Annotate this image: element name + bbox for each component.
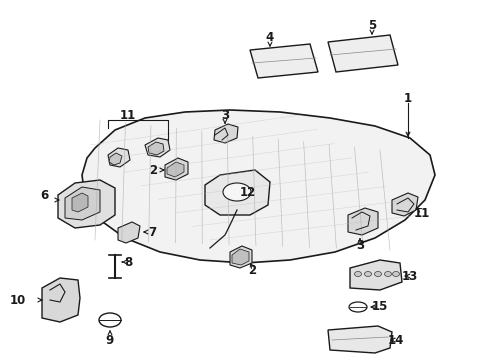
Polygon shape bbox=[72, 193, 88, 212]
Polygon shape bbox=[231, 249, 248, 265]
Text: 8: 8 bbox=[123, 256, 132, 269]
Polygon shape bbox=[109, 153, 122, 165]
Polygon shape bbox=[204, 170, 269, 215]
Polygon shape bbox=[42, 278, 80, 322]
Text: 2: 2 bbox=[247, 264, 256, 276]
Polygon shape bbox=[118, 222, 140, 243]
Ellipse shape bbox=[374, 271, 381, 276]
Polygon shape bbox=[214, 124, 238, 143]
Polygon shape bbox=[327, 326, 391, 353]
Polygon shape bbox=[164, 158, 187, 180]
Polygon shape bbox=[327, 35, 397, 72]
Polygon shape bbox=[249, 44, 317, 78]
Polygon shape bbox=[347, 208, 377, 235]
Text: 15: 15 bbox=[371, 301, 387, 314]
Text: 14: 14 bbox=[387, 333, 404, 346]
Polygon shape bbox=[145, 138, 170, 157]
Polygon shape bbox=[58, 180, 115, 228]
Polygon shape bbox=[148, 142, 163, 155]
Text: 5: 5 bbox=[367, 18, 375, 32]
Polygon shape bbox=[229, 246, 251, 268]
Text: 7: 7 bbox=[148, 225, 156, 239]
Text: 3: 3 bbox=[221, 108, 228, 122]
Polygon shape bbox=[108, 148, 130, 167]
Polygon shape bbox=[65, 187, 100, 220]
Text: 2: 2 bbox=[149, 163, 157, 176]
Text: 3: 3 bbox=[355, 239, 364, 252]
Ellipse shape bbox=[223, 183, 250, 201]
Text: 6: 6 bbox=[40, 189, 48, 202]
Ellipse shape bbox=[392, 271, 399, 276]
Text: 10: 10 bbox=[10, 293, 26, 306]
Text: 9: 9 bbox=[106, 333, 114, 346]
Text: 11: 11 bbox=[413, 207, 429, 220]
Polygon shape bbox=[349, 260, 401, 290]
Ellipse shape bbox=[354, 271, 361, 276]
Polygon shape bbox=[391, 193, 417, 216]
Text: 4: 4 bbox=[265, 31, 274, 44]
Polygon shape bbox=[167, 162, 183, 177]
Polygon shape bbox=[82, 110, 434, 263]
Text: 11: 11 bbox=[120, 108, 136, 122]
Text: 12: 12 bbox=[240, 185, 256, 198]
Text: 1: 1 bbox=[403, 91, 411, 104]
Text: 13: 13 bbox=[401, 270, 417, 283]
Ellipse shape bbox=[364, 271, 371, 276]
Ellipse shape bbox=[384, 271, 391, 276]
